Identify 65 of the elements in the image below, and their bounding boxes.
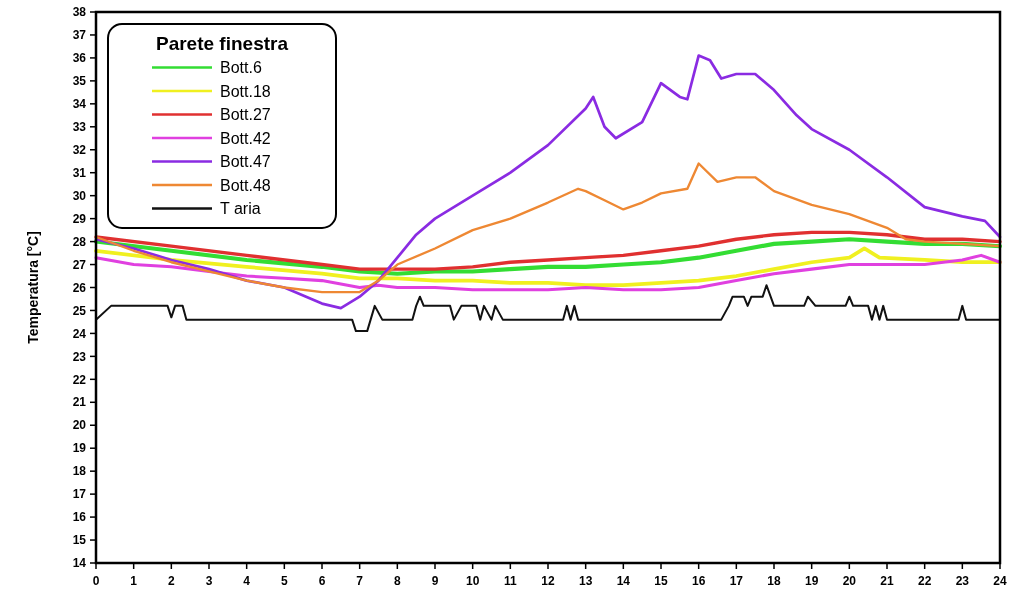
y-tick-label: 34 [72, 97, 87, 112]
x-tick-label: 13 [578, 574, 593, 588]
x-tick-label: 7 [356, 574, 364, 588]
y-tick-label: 36 [72, 51, 87, 66]
y-tick-label: 22 [72, 372, 87, 387]
legend-title: Parete finestra [155, 33, 289, 54]
y-tick-label: 18 [72, 464, 87, 479]
y-tick-label: 33 [72, 119, 87, 134]
y-tick-label: 27 [72, 257, 87, 272]
x-tick-label: 12 [541, 574, 555, 588]
y-tick-label: 20 [72, 418, 87, 433]
legend-label: T aria [220, 200, 261, 218]
x-tick-label: 5 [280, 574, 288, 588]
x-tick-label: 1 [130, 574, 138, 588]
y-tick-label: 26 [72, 280, 87, 295]
x-tick-label: 21 [880, 574, 894, 588]
y-tick-label: 29 [72, 211, 87, 226]
y-tick-label: 35 [72, 74, 87, 89]
legend-label: Bott.42 [220, 129, 271, 147]
y-tick-label: 15 [72, 533, 87, 548]
legend-label: Bott.18 [220, 82, 271, 100]
line-series [93, 237, 1003, 276]
y-tick-label: 16 [72, 510, 87, 525]
x-tick-label: 9 [431, 574, 439, 588]
line-series [95, 284, 1001, 333]
legend-label: Bott.48 [220, 176, 271, 194]
x-tick-label: 22 [917, 574, 932, 588]
x-tick-label: 2 [167, 574, 175, 588]
y-tick-label: 17 [72, 487, 87, 502]
y-tick-label: 37 [72, 28, 87, 43]
x-tick-label: 11 [503, 574, 517, 588]
y-tick-label: 30 [72, 188, 87, 203]
y-tick-label: 31 [72, 165, 87, 180]
line-series [94, 230, 1002, 271]
y-axis-title: Temperatura [°C] [25, 231, 41, 344]
line-series [94, 253, 1002, 292]
x-tick-label: 19 [804, 574, 819, 588]
x-tick-label: 23 [955, 574, 970, 588]
y-tick-label: 19 [72, 441, 87, 456]
x-tick-label: 6 [318, 574, 326, 588]
y-tick-label: 38 [72, 5, 87, 20]
legend-label: Bott.47 [220, 153, 271, 171]
x-tick-label: 14 [616, 574, 631, 588]
y-tick-label: 28 [72, 234, 87, 249]
y-tick-label: 14 [72, 556, 87, 571]
x-tick-label: 0 [92, 574, 100, 588]
x-tick-label: 4 [243, 574, 251, 588]
x-tick-label: 24 [993, 574, 1007, 588]
line-series [94, 54, 1002, 310]
y-tick-label: 24 [72, 326, 87, 341]
x-tick-label: 3 [205, 574, 213, 588]
y-tick-label: 23 [72, 349, 87, 364]
y-tick-label: 32 [72, 142, 87, 157]
x-tick-label: 17 [729, 574, 744, 588]
x-tick-label: 20 [842, 574, 857, 588]
line-series [94, 246, 1002, 288]
x-tick-label: 18 [767, 574, 781, 588]
x-tick-label: 15 [654, 574, 668, 588]
legend-label: Bott.27 [220, 106, 271, 124]
x-tick-label: 16 [691, 574, 706, 588]
legend-label: Bott.6 [220, 59, 262, 77]
y-tick-label: 21 [72, 395, 87, 410]
x-tick-label: 10 [465, 574, 480, 588]
y-tick-label: 25 [72, 303, 87, 318]
x-tick-label: 8 [393, 574, 401, 588]
